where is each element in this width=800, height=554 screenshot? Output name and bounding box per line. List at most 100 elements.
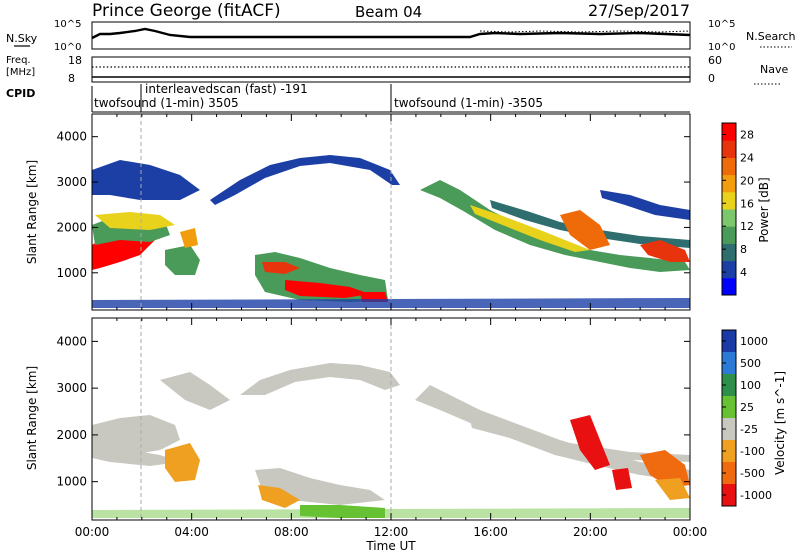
power-echo-patch-0430 [165,245,200,275]
power-colorbar-swatch [722,191,736,210]
power-echo-afternoon-2 [490,200,690,248]
velocity-echo-negative-patch [165,443,200,482]
velocity-colorbar-swatch [722,396,736,419]
power-panel: Slant Range [km] 1000 2000 3000 4000 [25,113,691,311]
nsearch-tick-bottom: 10^0 [708,42,735,53]
power-echo-morning-yellow [95,212,175,230]
velocity-colorbar-swatch [722,352,736,375]
power-echo-midday-strong [285,280,370,298]
freq-panel-frame [91,56,691,83]
power-xaxis-ticks [91,114,691,310]
velocity-echo-arc [240,363,400,395]
power-colorbar-tick-label: 4 [740,266,747,279]
velocity-echo-morning-gs [92,415,180,455]
velocity-colorbar-frame [721,329,737,507]
power-echo-midday-red2 [262,262,300,274]
power-echo-evening-orange [560,210,610,250]
freq-tick-top: 18 [68,54,82,67]
velocity-panel: Slant Range [km] 1000 2000 3000 4000 00:00 0… [25,317,708,553]
date-label: 27/Sep/2017 [588,1,690,20]
velocity-colorbar-label: Velocity [m s^-1] [773,371,787,475]
velocity-colorbar-tick-label: -100 [740,445,765,458]
power-ylabel: Slant Range [km] [25,160,39,264]
velocity-xtick-label: 08:00 [274,525,309,539]
velocity-colorbar-swatch [722,484,736,507]
power-colorbar-swatch [722,226,736,244]
velocity-echo-morning-gs2 [92,440,180,466]
power-colorbar-tick-label: 16 [740,197,754,210]
nsky-trace [91,27,691,40]
velocity-colorbar-swatch [722,440,736,463]
nave-tick-top: 60 [708,54,722,67]
power-echo-afternoon-1 [420,180,690,272]
velocity-ytick-label: 3000 [56,381,87,395]
nsearch-tick-top: 10^5 [708,19,735,30]
velocity-xtick-label: 12:00 [374,525,409,539]
nsky-tick-top: 10^5 [54,19,81,30]
power-colorbar-swatch [722,260,736,279]
velocity-colorbar-swatch [722,418,736,441]
velocity-echo-late-orange2 [655,478,690,500]
velocity-colorbar-tick-label: 25 [740,401,754,414]
power-colorbar-label: Power [dB] [757,177,771,242]
velocity-colorbar-swatch [722,330,736,353]
nsky-label: N.Sky [6,32,38,45]
power-colorbar: 4 8 12 16 20 24 28 [721,122,754,296]
nave-tick-bottom: 0 [708,72,715,85]
power-colorbar-tick-label: 28 [740,128,754,141]
power-colorbar-swatch [722,123,736,141]
nsky-panel-frame [91,21,691,50]
power-echo-patch-small [180,228,198,248]
velocity-ytick-label: 4000 [56,334,87,348]
power-yaxis: 1000 2000 3000 4000 [56,130,690,280]
cpid-segment-2: interleavedscan (fast) -191 [145,82,308,96]
power-colorbar-swatch [722,140,736,158]
velocity-echo-evening-red [570,415,610,470]
velocity-colorbar-tick-label: -500 [740,467,765,480]
power-colorbar-tick-label: 24 [740,151,754,164]
nave-label: Nave [760,63,788,76]
power-ytick-label: 3000 [56,175,87,189]
beam-label: Beam 04 [355,3,422,21]
power-echo-late-red [640,240,690,262]
power-echo-arc [210,155,400,205]
nsky-tick-bottom: 10^0 [54,42,81,53]
power-echo-afternoon-yellow [470,205,590,252]
power-colorbar-tick-label: 12 [740,220,754,233]
velocity-xtick-label: 04:00 [174,525,209,539]
velocity-colorbar-tick-label: -25 [740,423,758,436]
velocity-xtick-label: 00:00 [673,525,708,539]
power-colorbar-swatch [722,243,736,262]
velocity-colorbar-tick-label: -1000 [740,489,772,502]
velocity-colorbar-tick-label: 1000 [740,335,768,348]
time-axis-label: Time UT [365,539,416,553]
velocity-ytick-label: 2000 [56,428,87,442]
cpid-segment-3: twofsound (1-min) -3505 [394,96,543,110]
cpid-segment-1: twofsound (1-min) 3505 [94,96,239,110]
power-colorbar-swatch [722,277,736,296]
velocity-xtick-label: 00:00 [75,525,110,539]
velocity-xaxis: 00:00 04:00 08:00 12:00 16:00 20:00 00:00 [75,318,708,539]
nsearch-label: N.Search [746,30,796,43]
nsearch-trace [479,30,691,33]
velocity-colorbar-tick-label: 500 [740,357,761,370]
velocity-colorbar-swatch [722,374,736,397]
freq-tick-bottom: 8 [68,72,75,85]
power-colorbar-frame [721,122,737,296]
power-colorbar-swatch [722,157,736,176]
power-ytick-label: 1000 [56,266,87,280]
velocity-ylabel: Slant Range [km] [25,366,39,470]
velocity-ytick-label: 1000 [56,475,87,489]
power-echo-morning-upper [92,160,200,200]
velocity-echo-gs-upper [160,372,230,410]
power-ytick-label: 4000 [56,130,87,144]
power-colorbar-tick-label: 20 [740,174,754,187]
velocity-xtick-label: 20:00 [573,525,608,539]
freq-label-2: [MHz] [6,67,35,78]
power-echo-morning-strong [92,236,155,270]
velocity-colorbar: 1000 500 100 25 -25 -100 -500 -1000 [721,329,772,507]
velocity-colorbar-tick-label: 100 [740,379,761,392]
power-echo-upper-blue [600,190,690,220]
freq-label-1: Freq. [6,55,31,66]
